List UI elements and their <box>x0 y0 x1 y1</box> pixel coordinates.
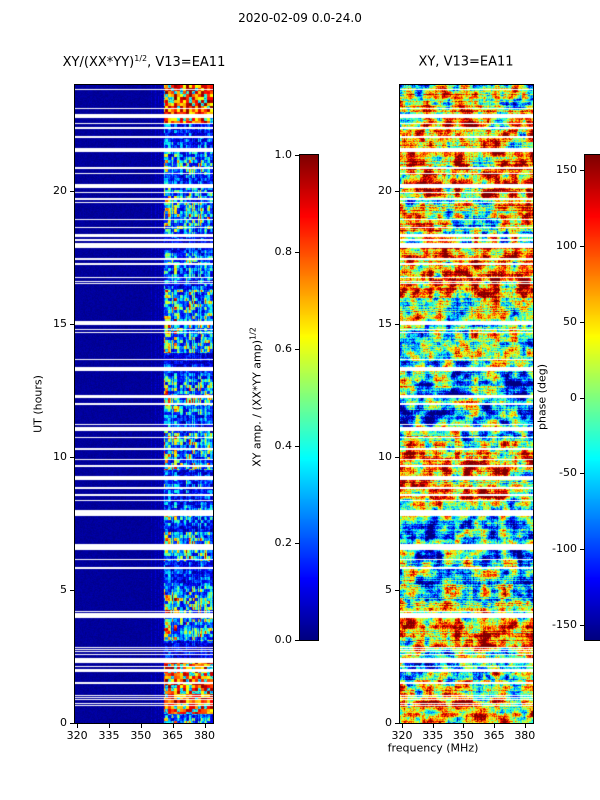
x-tick-label: 365 <box>483 729 505 742</box>
colorbar-tick-label: 0.0 <box>274 633 293 646</box>
colorbar-tick-label: 1.0 <box>274 148 293 161</box>
x-tick-label: 380 <box>514 729 536 742</box>
amp-panel-title-rest: , V13=EA11 <box>147 55 226 71</box>
y-tick-mark <box>70 457 74 459</box>
x-tick-label: 335 <box>98 729 120 742</box>
colorbar-tick-mark <box>295 349 299 350</box>
amp-panel-title-sup: 1/2 <box>134 53 148 63</box>
colorbar-tick-mark <box>295 543 299 544</box>
x-tick-label: 350 <box>452 729 474 742</box>
y-tick-mark <box>70 191 74 193</box>
colorbar-tick-label: -50 <box>559 466 577 480</box>
y-tick-mark <box>395 723 399 724</box>
colorbar-tick-mark <box>295 252 299 253</box>
colorbar-tick-label: -150 <box>552 617 577 631</box>
phase-heatmap <box>400 85 533 723</box>
phase-axes-frame <box>399 84 534 724</box>
y-tick-label: 20 <box>378 184 392 198</box>
colorbar-tick-label: 100 <box>556 238 577 252</box>
x-tick-mark <box>432 724 434 728</box>
y-tick-label: 5 <box>60 583 67 597</box>
y-tick-label: 20 <box>53 184 67 198</box>
figure-title: 2020-02-09 0.0-24.0 <box>238 11 362 25</box>
x-axis-label: frequency (MHz) <box>387 741 479 755</box>
colorbar-tick-mark <box>580 321 584 323</box>
amp-colorbar-label-sup: 1/2 <box>248 327 258 340</box>
colorbar-tick-mark <box>580 624 584 626</box>
x-tick-label: 380 <box>194 729 215 742</box>
x-tick-mark <box>524 724 526 728</box>
y-tick-label: 10 <box>53 450 67 464</box>
y-tick-label: 5 <box>385 583 392 597</box>
colorbar-tick-mark <box>580 473 584 475</box>
x-tick-mark <box>402 724 404 728</box>
y-axis-label: UT (hours) <box>31 375 45 433</box>
colorbar-tick-label: 0.8 <box>274 245 293 258</box>
x-tick-mark <box>204 724 206 728</box>
x-tick-label: 320 <box>391 729 413 742</box>
colorbar-tick-label: 0.4 <box>274 439 293 452</box>
y-tick-mark <box>395 191 399 193</box>
colorbar-tick-mark <box>580 549 584 551</box>
amp-colorbar-frame <box>299 154 319 641</box>
colorbar-tick-mark <box>295 640 299 641</box>
y-tick-mark <box>395 457 399 459</box>
amp-colorbar <box>300 155 318 640</box>
colorbar-tick-mark <box>295 446 299 447</box>
x-tick-label: 365 <box>162 729 184 742</box>
y-tick-mark <box>395 324 399 326</box>
amp-axes-frame <box>74 84 214 724</box>
amp-panel-title: XY/(XX*YY)1/2, V13=EA11 <box>63 54 226 70</box>
colorbar-tick-mark <box>580 245 584 247</box>
y-tick-label: 0 <box>60 716 67 729</box>
x-tick-mark <box>140 724 142 728</box>
colorbar-tick-label: -100 <box>552 542 577 556</box>
colorbar-tick-label: 0.2 <box>274 536 293 549</box>
y-tick-label: 15 <box>53 317 67 331</box>
y-tick-mark <box>70 324 74 326</box>
x-tick-label: 350 <box>130 729 152 742</box>
x-tick-mark <box>463 724 465 728</box>
colorbar-tick-label: 50 <box>563 314 577 328</box>
y-tick-label: 15 <box>378 317 392 331</box>
y-tick-label: 10 <box>378 450 392 464</box>
colorbar-tick-mark <box>580 170 584 172</box>
x-tick-label: 335 <box>422 729 444 742</box>
colorbar-tick-label: 0 <box>570 390 577 404</box>
y-tick-mark <box>395 590 399 592</box>
y-tick-mark <box>70 590 74 592</box>
x-tick-mark <box>108 724 110 728</box>
amp-heatmap <box>75 85 213 723</box>
x-tick-label: 320 <box>66 729 88 742</box>
colorbar-tick-mark <box>295 155 299 156</box>
y-tick-label: 0 <box>385 716 392 729</box>
phase-panel-title: XY, V13=EA11 <box>418 54 514 70</box>
amp-panel-title-text: XY/(XX*YY) <box>62 55 135 71</box>
colorbar-tick-mark <box>580 397 584 399</box>
x-tick-mark <box>494 724 496 728</box>
colorbar-tick-label: 150 <box>556 163 577 177</box>
x-tick-mark <box>77 724 79 728</box>
colorbar-tick-label: 0.6 <box>274 342 293 355</box>
phase-colorbar-frame <box>584 154 600 641</box>
x-tick-mark <box>172 724 174 728</box>
phase-colorbar <box>585 155 600 640</box>
y-tick-mark <box>70 723 74 724</box>
